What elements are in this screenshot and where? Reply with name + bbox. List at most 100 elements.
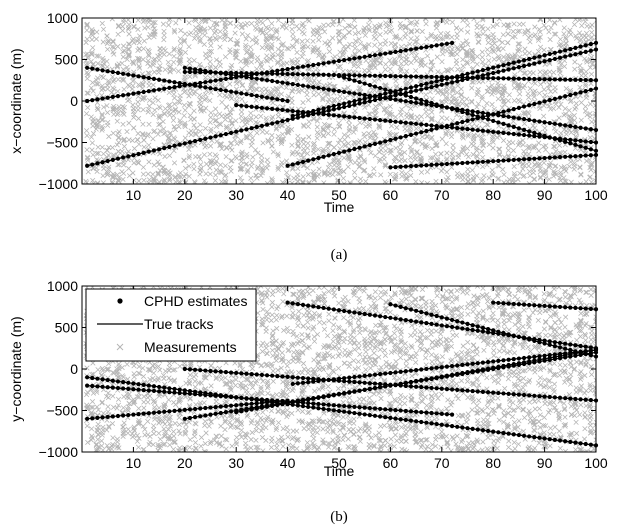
measurement-marker xyxy=(136,40,142,46)
measurement-marker xyxy=(94,389,100,395)
measurement-marker xyxy=(228,20,234,26)
measurement-marker xyxy=(99,123,105,129)
measurement-marker xyxy=(93,442,99,448)
estimate-point xyxy=(516,59,522,64)
measurement-marker xyxy=(88,31,95,37)
measurement-marker xyxy=(479,93,485,100)
estimate-point xyxy=(578,153,583,158)
estimate-point xyxy=(192,81,198,86)
measurement-marker xyxy=(89,147,95,153)
measurement-marker xyxy=(491,106,497,112)
measurement-marker xyxy=(522,70,528,76)
measurement-marker xyxy=(444,94,450,100)
measurement-marker xyxy=(150,171,156,177)
estimate-point xyxy=(511,66,516,71)
measurement-marker xyxy=(562,149,568,155)
measurement-marker xyxy=(356,48,362,54)
measurement-marker xyxy=(526,168,533,174)
measurement-marker xyxy=(187,74,193,80)
estimate-point xyxy=(157,87,162,92)
estimate-point xyxy=(352,102,357,107)
estimate-point xyxy=(557,122,563,127)
measurement-marker xyxy=(532,24,538,30)
measurement-marker xyxy=(465,29,471,35)
measurement-marker xyxy=(212,437,218,443)
measurement-marker xyxy=(558,62,564,68)
estimate-point xyxy=(583,139,588,144)
measurement-marker xyxy=(269,143,275,149)
measurement-marker xyxy=(193,25,199,31)
measurement-marker xyxy=(212,106,219,112)
measurement-marker xyxy=(275,92,281,98)
measurement-marker xyxy=(243,135,249,141)
estimate-point xyxy=(521,157,527,162)
estimate-point xyxy=(583,126,588,131)
measurement-marker xyxy=(356,36,362,42)
estimate-point xyxy=(491,112,496,117)
measurement-marker xyxy=(573,18,579,22)
estimate-point xyxy=(352,98,357,104)
measurement-marker xyxy=(469,48,475,54)
estimate-point xyxy=(146,149,151,154)
estimate-point xyxy=(449,161,455,166)
measurement-marker xyxy=(212,35,218,41)
measurement-marker xyxy=(265,138,271,145)
estimate-point xyxy=(516,132,522,137)
measurement-marker xyxy=(357,120,363,126)
measurement-marker xyxy=(352,126,358,132)
measurement-marker xyxy=(331,131,337,137)
estimate-point xyxy=(342,104,347,110)
estimate-point xyxy=(537,156,542,161)
estimate-point xyxy=(424,163,429,168)
estimate-point xyxy=(280,107,285,113)
measurement-marker xyxy=(300,174,306,180)
measurement-marker xyxy=(543,175,549,181)
measurement-marker xyxy=(90,371,96,377)
estimate-point xyxy=(306,63,311,68)
measurement-marker xyxy=(182,431,188,437)
measurement-marker xyxy=(546,176,552,182)
measurement-marker xyxy=(366,28,372,34)
measurement-marker xyxy=(571,160,578,166)
measurement-marker xyxy=(201,400,207,406)
measurement-marker xyxy=(475,133,481,139)
measurement-marker xyxy=(233,441,240,447)
measurement-marker xyxy=(398,112,404,118)
measurement-marker xyxy=(208,48,214,55)
measurement-marker xyxy=(248,49,254,55)
measurement-marker xyxy=(145,47,151,53)
measurement-marker xyxy=(161,131,167,137)
measurement-marker xyxy=(140,164,146,170)
estimate-point xyxy=(537,119,542,124)
measurement-marker xyxy=(435,69,441,75)
estimate-point xyxy=(131,153,136,158)
estimate-point xyxy=(223,76,229,82)
estimate-point xyxy=(254,124,259,130)
measurement-marker xyxy=(443,67,449,73)
measurement-marker xyxy=(489,46,495,52)
measurement-marker xyxy=(366,22,372,28)
measurement-marker xyxy=(573,100,579,107)
measurement-marker xyxy=(229,95,235,102)
measurement-marker xyxy=(397,54,403,60)
measurement-marker xyxy=(186,31,192,37)
measurement-marker xyxy=(110,441,116,447)
measurement-marker xyxy=(458,91,464,97)
measurement-marker xyxy=(331,144,337,150)
measurement-marker xyxy=(260,140,266,146)
measurement-marker xyxy=(197,128,203,134)
measurement-marker xyxy=(527,33,533,39)
estimate-point xyxy=(362,54,367,59)
measurement-marker xyxy=(404,68,410,74)
measurement-marker xyxy=(150,442,156,448)
measurement-marker xyxy=(573,33,579,39)
estimate-point xyxy=(532,101,537,107)
measurement-marker xyxy=(428,59,435,65)
measurement-marker xyxy=(120,54,126,60)
measurement-marker xyxy=(136,63,142,69)
measurement-marker xyxy=(455,154,461,160)
measurement-marker xyxy=(156,122,162,128)
measurement-marker xyxy=(454,25,460,31)
estimate-point xyxy=(228,70,234,75)
